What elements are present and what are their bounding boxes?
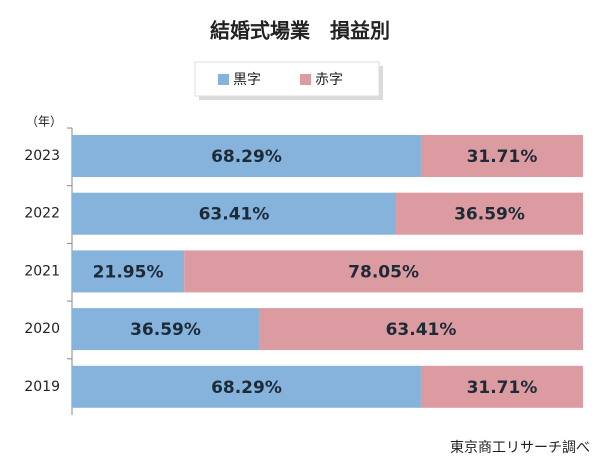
legend-swatch	[300, 74, 311, 85]
value-label: 78.05%	[348, 262, 419, 282]
value-label: 63.41%	[199, 205, 270, 225]
bar-segment	[72, 135, 421, 177]
bar-segment	[420, 365, 583, 408]
source: 東京商工リサーチ調べ	[450, 440, 590, 456]
value-label: 63.41%	[386, 320, 457, 340]
axis-label: （年）	[26, 115, 62, 129]
legend-label: 赤字	[315, 72, 343, 88]
y-tick-label: 2022	[24, 206, 60, 222]
value-label: 36.59%	[454, 205, 525, 225]
bar-segment	[72, 250, 185, 293]
bar-segment	[72, 365, 421, 408]
bar-segment	[72, 308, 259, 351]
bar-segment	[72, 192, 397, 235]
y-tick-label: 2021	[24, 263, 60, 279]
y-tick-label: 2019	[24, 379, 60, 395]
value-label: 36.59%	[130, 320, 201, 340]
bar-segment	[258, 308, 583, 351]
chart-title: 結婚式場業 損益別	[210, 19, 390, 43]
legend-swatch	[218, 74, 229, 85]
legend-label: 黒字	[233, 72, 261, 88]
value-label: 68.29%	[211, 147, 282, 167]
value-label: 31.71%	[467, 378, 538, 398]
bar-segment	[184, 250, 584, 293]
value-label: 31.71%	[467, 147, 538, 167]
bar-segment	[420, 135, 583, 177]
value-label: 68.29%	[211, 378, 282, 398]
y-tick-label: 2020	[24, 321, 60, 337]
value-label: 21.95%	[93, 262, 164, 282]
y-tick-label: 2023	[24, 148, 60, 164]
bar-segment	[396, 192, 583, 235]
